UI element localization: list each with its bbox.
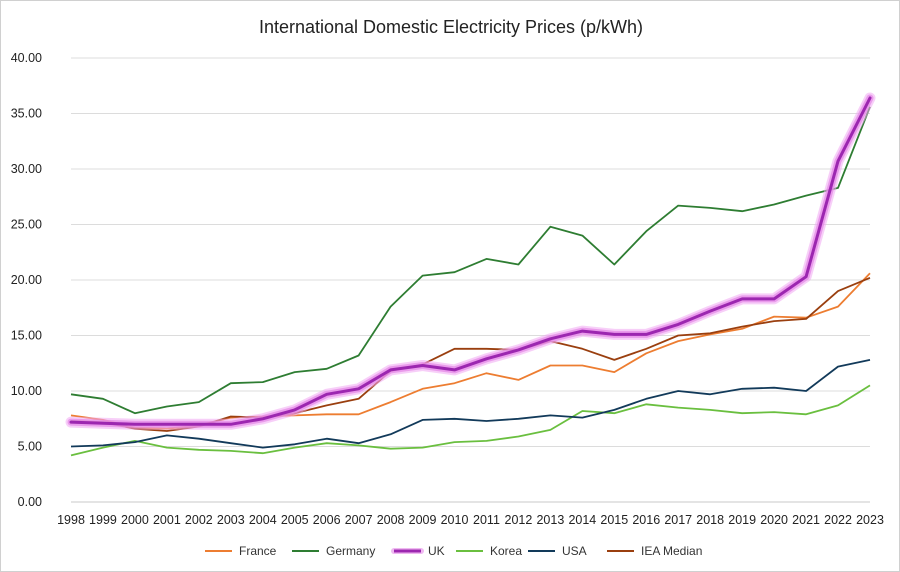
x-tick-label: 2002 <box>185 513 213 527</box>
x-tick-label: 2023 <box>856 513 884 527</box>
x-tick-label: 2005 <box>281 513 309 527</box>
x-tick-label: 2018 <box>696 513 724 527</box>
x-tick-label: 1998 <box>57 513 85 527</box>
y-tick-label: 25.00 <box>11 218 42 232</box>
series-lines <box>65 92 876 457</box>
y-tick-label: 10.00 <box>11 384 42 398</box>
x-tick-label: 2016 <box>632 513 660 527</box>
x-tick-label: 2020 <box>760 513 788 527</box>
x-tick-label: 2001 <box>153 513 181 527</box>
x-tick-label: 2000 <box>121 513 149 527</box>
series-korea <box>70 384 871 457</box>
legend-item-korea: Korea <box>456 544 522 558</box>
series-korea-line <box>70 384 871 457</box>
y-axis-ticks: 0.00 5.00 10.00 15.00 20.00 25.00 30.00 35.00 40… <box>11 51 42 509</box>
x-axis-ticks: 1998 1999 2000 2001 2002 2003 2004 2005 2006 2007… <box>57 513 884 527</box>
legend-item-uk: UK <box>391 544 445 558</box>
x-tick-label: 2007 <box>345 513 373 527</box>
series-uk-halo <box>67 94 874 428</box>
y-tick-label: 20.00 <box>11 273 42 287</box>
x-tick-label: 2017 <box>664 513 692 527</box>
x-tick-label: 2004 <box>249 513 277 527</box>
series-uk <box>65 92 876 430</box>
chart-title: International Domestic Electricity Price… <box>259 17 643 37</box>
x-tick-label: 2011 <box>473 513 500 527</box>
y-tick-label: 0.00 <box>18 495 42 509</box>
legend-item-iea-median: IEA Median <box>607 544 702 558</box>
x-tick-label: 2003 <box>217 513 245 527</box>
y-tick-label: 30.00 <box>11 162 42 176</box>
series-uk-glow <box>65 92 876 430</box>
y-tick-label: 5.00 <box>18 440 42 454</box>
y-tick-label: 15.00 <box>11 329 42 343</box>
legend-label: France <box>239 544 277 558</box>
series-uk-line <box>69 96 872 426</box>
legend-label: Korea <box>490 544 522 558</box>
legend-label: Germany <box>326 544 375 558</box>
legend: France Germany UK Korea USA IEA Median <box>205 544 702 558</box>
x-tick-label: 2015 <box>600 513 628 527</box>
x-tick-label: 2012 <box>505 513 533 527</box>
legend-label: IEA Median <box>641 544 702 558</box>
series-usa-line <box>70 359 871 449</box>
gridlines <box>71 57 870 503</box>
legend-item-usa: USA <box>528 544 587 558</box>
y-tick-label: 40.00 <box>11 51 42 65</box>
x-tick-label: 2021 <box>792 513 820 527</box>
series-usa <box>70 359 871 449</box>
x-tick-label: 2014 <box>568 513 596 527</box>
legend-item-france: France <box>205 544 277 558</box>
series-germany-line <box>70 106 871 415</box>
x-tick-label: 2022 <box>824 513 852 527</box>
legend-label: UK <box>428 544 445 558</box>
series-germany <box>70 106 871 415</box>
x-tick-label: 2008 <box>377 513 405 527</box>
x-tick-label: 2019 <box>728 513 756 527</box>
x-tick-label: 2006 <box>313 513 341 527</box>
x-tick-label: 1999 <box>89 513 117 527</box>
x-tick-label: 2010 <box>441 513 469 527</box>
legend-item-germany: Germany <box>292 544 375 558</box>
x-tick-label: 2013 <box>536 513 564 527</box>
y-tick-label: 35.00 <box>11 107 42 121</box>
x-tick-label: 2009 <box>409 513 437 527</box>
legend-label: USA <box>562 544 587 558</box>
